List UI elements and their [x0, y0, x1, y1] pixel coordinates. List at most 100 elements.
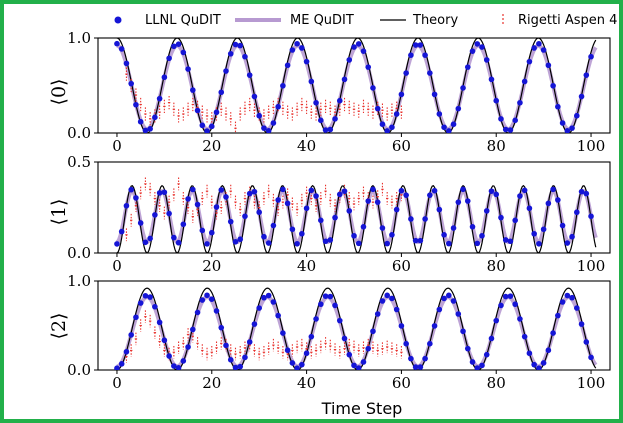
- llnl-point: [427, 340, 433, 347]
- llnl-point: [521, 333, 528, 340]
- llnl-point: [521, 187, 528, 194]
- llnl-point: [427, 192, 433, 198]
- llnl-point: [232, 41, 239, 48]
- llnl-point: [412, 42, 419, 48]
- panel-0-xtick-label: 20: [202, 137, 221, 155]
- llnl-point: [498, 116, 504, 122]
- llnl-point: [488, 76, 495, 83]
- panel-2-ytick-label: 0.0: [67, 361, 91, 379]
- llnl-point: [374, 311, 381, 317]
- llnl-point: [270, 299, 277, 305]
- llnl-point: [346, 208, 353, 214]
- llnl-point: [365, 345, 372, 352]
- panel-2-xtick-label: 0: [112, 374, 122, 392]
- llnl-point: [507, 127, 514, 133]
- llnl-point: [351, 362, 357, 369]
- llnl-point: [412, 237, 419, 244]
- llnl-point: [190, 326, 196, 333]
- llnl-point: [284, 200, 291, 207]
- llnl-point: [275, 103, 281, 110]
- llnl-point: [474, 240, 481, 247]
- llnl-point: [223, 342, 229, 349]
- llnl-point: [118, 46, 125, 52]
- panel-0-ytick-label: 0.0: [67, 124, 91, 142]
- llnl-point: [133, 195, 139, 201]
- llnl-point: [171, 234, 177, 241]
- llnl-point: [318, 217, 324, 224]
- llnl-point: [118, 361, 125, 367]
- panel-2-xtick-label: 60: [392, 374, 411, 392]
- llnl-point: [270, 120, 277, 126]
- llnl-point: [289, 226, 296, 233]
- llnl-point: [185, 66, 191, 72]
- llnl-point: [479, 232, 485, 239]
- llnl-point: [431, 187, 438, 194]
- legend-me-label: ME QuDIT: [290, 13, 354, 28]
- llnl-point: [289, 360, 296, 366]
- llnl-point: [512, 117, 518, 124]
- llnl-point: [114, 365, 120, 370]
- llnl-point: [417, 42, 424, 48]
- llnl-point: [474, 365, 481, 370]
- panel-ket1-ylabel: ⟨1⟩: [48, 199, 70, 226]
- llnl-point: [460, 186, 466, 193]
- llnl-point: [114, 40, 120, 47]
- llnl-point: [536, 240, 542, 247]
- llnl-point: [464, 198, 471, 204]
- llnl-point: [270, 222, 277, 229]
- llnl-point: [133, 101, 139, 108]
- llnl-point: [446, 292, 452, 299]
- llnl-point: [583, 72, 590, 78]
- panel-0-axes: [97, 37, 611, 134]
- llnl-point: [417, 237, 424, 244]
- llnl-point: [446, 240, 452, 247]
- llnl-point: [393, 111, 400, 117]
- llnl-point: [137, 300, 144, 306]
- llnl-point: [559, 120, 566, 126]
- llnl-point: [483, 57, 490, 63]
- panel-0-xtick-label: 100: [577, 137, 606, 155]
- panel-0-xtick-label: 0: [112, 137, 122, 155]
- llnl-point: [526, 205, 533, 212]
- llnl-point: [289, 47, 296, 53]
- llnl-point: [318, 301, 324, 308]
- llnl-point: [242, 213, 248, 220]
- llnl-point: [512, 301, 518, 308]
- llnl-point: [147, 126, 153, 132]
- llnl-point: [341, 188, 348, 194]
- legend-theory-label: Theory: [412, 13, 458, 28]
- llnl-point: [545, 62, 552, 69]
- llnl-point: [374, 105, 381, 112]
- llnl-point: [156, 95, 163, 102]
- llnl-point: [332, 302, 338, 309]
- llnl-point: [318, 117, 324, 124]
- llnl-point: [237, 363, 244, 370]
- llnl-point: [412, 364, 419, 370]
- llnl-point: [128, 186, 134, 193]
- panel-1-xtick-label: 40: [297, 257, 316, 275]
- llnl-point: [360, 359, 367, 365]
- llnl-point: [114, 241, 120, 247]
- llnl-point: [427, 70, 433, 76]
- llnl-point: [213, 204, 220, 210]
- llnl-point: [493, 191, 500, 198]
- llnl-point: [242, 354, 248, 361]
- llnl-point: [569, 233, 575, 240]
- llnl-point: [227, 357, 234, 363]
- llnl-point: [498, 214, 504, 221]
- llnl-point: [175, 239, 182, 246]
- panel-1-xtick-label: 20: [202, 257, 221, 275]
- llnl-point: [422, 216, 428, 222]
- llnl-point: [422, 355, 428, 362]
- llnl-point: [242, 53, 248, 60]
- llnl-point: [327, 237, 334, 243]
- llnl-point: [555, 103, 561, 110]
- llnl-point: [559, 299, 566, 305]
- llnl-point: [431, 323, 438, 329]
- llnl-point: [488, 335, 495, 342]
- llnl-point: [227, 50, 234, 57]
- llnl-point: [379, 225, 386, 231]
- llnl-point: [384, 292, 390, 299]
- llnl-point: [517, 193, 523, 199]
- llnl-point: [469, 359, 476, 365]
